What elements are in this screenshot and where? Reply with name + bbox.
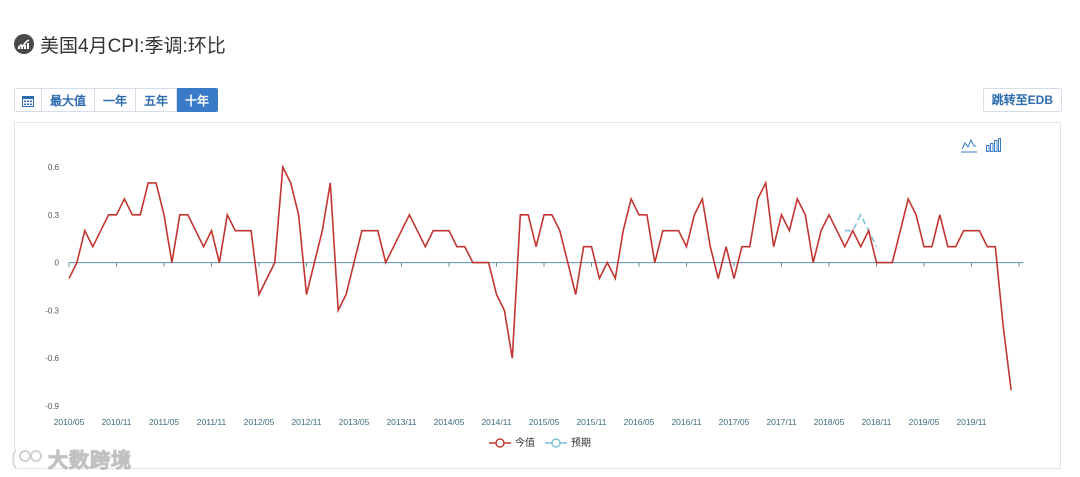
x-tick-label: 2012/11 <box>291 417 321 427</box>
x-tick-label: 2017/05 <box>719 417 750 427</box>
legend-swatch-marker <box>551 438 561 448</box>
y-tick-label: -0.9 <box>45 402 59 411</box>
title-row: 美国4月CPI:季调:环比 <box>14 30 226 58</box>
x-tick-label: 2011/11 <box>197 417 227 427</box>
x-tick-label: 2010/11 <box>101 417 131 427</box>
y-tick-label: -0.3 <box>45 306 59 315</box>
legend: 今值 预期 <box>489 436 591 449</box>
x-tick-label: 2016/11 <box>671 417 701 427</box>
x-tick-label: 2016/05 <box>624 417 655 427</box>
x-tick-label: 2019/11 <box>956 417 986 427</box>
x-tick-label: 2015/05 <box>529 417 560 427</box>
page-title: 美国4月CPI:季调:环比 <box>40 35 226 57</box>
x-tick-label: 2018/05 <box>814 417 845 427</box>
bar-chart-icon[interactable] <box>985 137 1001 153</box>
y-tick-label: 0.3 <box>48 211 60 220</box>
y-tick-label: -0.6 <box>45 354 59 363</box>
line-chart-icon[interactable] <box>961 137 977 153</box>
legend-label: 今值 <box>515 436 535 449</box>
range-1y-button[interactable]: 一年 <box>95 88 137 112</box>
series-actual-line <box>68 164 1012 391</box>
logo-icon <box>11 448 42 469</box>
x-tick-label: 2012/05 <box>244 417 275 427</box>
range-button-group: 最大值 一年 五年 十年 <box>14 88 219 112</box>
series-forecast-line <box>844 213 878 248</box>
x-tick-label: 2013/11 <box>386 417 416 427</box>
calendar-button[interactable] <box>14 88 42 112</box>
line-chart: 0.6 0.3 0 -0.3 -0.6 -0.9 2010/05 2010/11 2011/0… <box>45 137 1023 449</box>
x-tick-label: 2014/05 <box>434 417 465 427</box>
legend-item-1[interactable]: 预期 <box>545 437 591 449</box>
x-tick-label: 2019/05 <box>909 417 940 427</box>
x-tick-label: 2015/11 <box>576 417 606 427</box>
x-tick-label: 2014/11 <box>481 417 511 427</box>
goto-edb-button[interactable]: 跳转至EDB <box>982 88 1062 112</box>
calendar-icon <box>22 96 34 107</box>
watermark-text: 大数跨境 <box>48 450 132 473</box>
chart-trend-icon <box>14 34 34 54</box>
range-max-button[interactable]: 最大值 <box>42 88 96 112</box>
x-tick-label: 2011/05 <box>149 417 179 427</box>
chart-container: 0.6 0.3 0 -0.3 -0.6 -0.9 2010/05 2010/11 2011/0… <box>14 122 1061 469</box>
legend-item-0[interactable]: 今值 <box>489 436 535 449</box>
range-5y-button[interactable]: 五年 <box>136 88 178 112</box>
legend-label: 预期 <box>571 437 591 449</box>
watermark: 大数跨境 <box>10 444 132 473</box>
x-tick-label: 2010/05 <box>54 417 85 427</box>
y-tick-label: 0 <box>55 259 60 268</box>
x-tick-label: 2018/11 <box>861 417 891 427</box>
legend-swatch-marker <box>495 438 505 448</box>
range-10y-button[interactable]: 十年 <box>177 88 219 112</box>
x-tick-label: 2017/11 <box>766 417 796 427</box>
x-tick-label: 2013/05 <box>339 417 370 427</box>
y-tick-label: 0.6 <box>48 163 60 172</box>
